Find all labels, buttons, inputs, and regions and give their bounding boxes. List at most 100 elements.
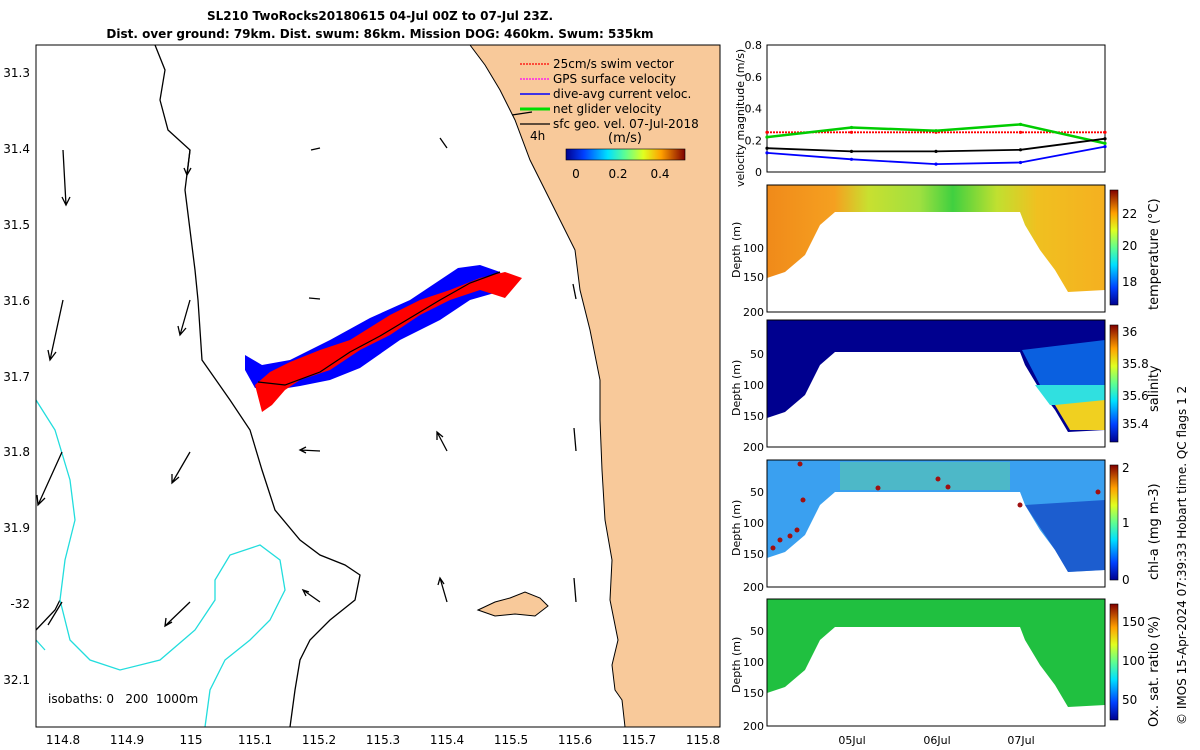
velocity-panel: velocity magnitude (m/s) 0 0.2 0.4 0.6 0.8 [734, 39, 1107, 187]
depth-tick: 100 [743, 242, 764, 255]
isobath-cyan-2 [35, 639, 46, 651]
isobaths-label: isobaths: 0 200 1000m [48, 692, 198, 706]
velocity-point [1103, 137, 1107, 141]
map-xtick: 115.8 [686, 733, 720, 747]
map-ytick: 31.4 [3, 142, 30, 156]
map-ytick: 31.8 [3, 445, 30, 459]
temperature-cbar-tick: 20 [1122, 239, 1137, 253]
map-x-ticks: 114.8 114.9 115 115.1 115.2 115.3 115.4 … [46, 733, 720, 747]
velocity-point [1018, 122, 1023, 126]
map-xtick: 115.5 [494, 733, 528, 747]
salinity-colorbar [1109, 324, 1119, 443]
velocity-point [1018, 130, 1023, 134]
depth-label: Depth (m) [730, 222, 743, 278]
depth-tick: 50 [750, 348, 764, 361]
isobath-1000m [35, 599, 61, 631]
velocity-point [849, 149, 854, 153]
map-panel: 25cm/s swim vector GPS surface velocity … [3, 44, 721, 747]
velocity-series [765, 122, 1107, 166]
legend-time-label: 4h [530, 129, 545, 143]
salinity-panel: Depth (m) 35.4 35.6 35.8 36 salinity 50 … [730, 319, 1162, 454]
velocity-point [934, 149, 938, 153]
section-panels: Depth (m) 18 20 22 temperature (°C) 100 … [730, 184, 1162, 747]
velocity-point [1103, 130, 1107, 134]
velocity-ytick: 0.4 [745, 103, 763, 116]
chla-label: chl-a (mg m-3) [1147, 483, 1162, 580]
velocity-ylabel: velocity magnitude (m/s) [734, 49, 747, 187]
depth-tick: 200 [743, 581, 764, 594]
temperature-cbar-tick: 22 [1122, 207, 1137, 221]
velocity-point [765, 135, 769, 139]
salinity-cbar-tick: 36 [1122, 325, 1137, 339]
depth-label: Depth (m) [730, 637, 743, 693]
map-xtick: 115.6 [558, 733, 592, 747]
depth-label: Depth (m) [730, 360, 743, 416]
velocity-y-ticks: 0 0.2 0.4 0.6 0.8 [745, 39, 763, 179]
velocity-point [1018, 148, 1023, 152]
velocity-ytick: 0 [755, 166, 762, 179]
velocity-point [849, 157, 854, 161]
map-ytick: 31.7 [3, 370, 30, 384]
depth-label: Depth (m) [730, 500, 743, 556]
velocity-ytick: 0.2 [745, 134, 763, 147]
chla-colorbar [1109, 464, 1119, 581]
map-colorbar [565, 148, 686, 161]
footer-credit: © IMOS 15-Apr-2024 07:39:33 Hobart time.… [1175, 386, 1189, 725]
map-xtick: 115.2 [302, 733, 336, 747]
legend-dive-avg-current: dive-avg current veloc. [553, 87, 691, 101]
land-mainland [469, 44, 721, 728]
depth-tick: 200 [743, 441, 764, 454]
velocity-point [765, 130, 769, 134]
depth-tick: 100 [743, 517, 764, 530]
velocity-point [934, 129, 938, 133]
map-ytick: 31.6 [3, 294, 30, 308]
colorbar-tick-0: 0 [572, 167, 580, 181]
sfc-geo-velocity-arrows [36, 111, 577, 628]
temperature-cbar-tick: 18 [1122, 275, 1137, 289]
map-xtick: 115.4 [430, 733, 464, 747]
legend-swim-vector: 25cm/s swim vector [553, 57, 674, 71]
glider-track [245, 265, 522, 412]
map-ytick: -32 [10, 597, 30, 611]
map-ytick: 31.3 [3, 66, 30, 80]
velocity-point [1103, 145, 1107, 149]
oxygen-label: Ox. sat. ratio (%) [1147, 616, 1162, 727]
oxygen-cbar-tick: 50 [1122, 693, 1137, 707]
depth-tick: 50 [750, 486, 764, 499]
chla-cbar-tick: 1 [1122, 516, 1130, 530]
depth-tick: 150 [743, 687, 764, 700]
legend-net-glider-velocity: net glider velocity [553, 102, 661, 116]
legend-sfc-geo-velocity: sfc geo. vel. 07-Jul-2018 [553, 117, 699, 131]
depth-tick: 150 [743, 548, 764, 561]
depth-tick: 200 [743, 306, 764, 319]
map-xtick: 115.1 [238, 733, 272, 747]
colorbar-tick-2: 0.4 [650, 167, 669, 181]
salinity-cbar-tick: 35.6 [1122, 389, 1149, 403]
date-label: 07Jul [1007, 734, 1034, 747]
oxygen-panel: Depth (m) 50 100 150 Ox. sat. ratio (%) … [730, 598, 1162, 733]
isobath-cyan-1 [35, 399, 286, 728]
velocity-ytick: 0.8 [745, 39, 763, 52]
velocity-point [765, 151, 769, 155]
track-black-line [257, 271, 501, 386]
map-xtick: 115.3 [366, 733, 400, 747]
temperature-label: temperature (°C) [1147, 198, 1162, 310]
temperature-colorbar [1109, 189, 1119, 306]
colorbar-unit: (m/s) [608, 131, 642, 146]
oxygen-cbar-tick: 100 [1122, 654, 1145, 668]
map-xtick: 115.7 [622, 733, 656, 747]
map-ytick: 31.5 [3, 218, 30, 232]
salinity-cbar-tick: 35.8 [1122, 357, 1149, 371]
salinity-section [767, 320, 1105, 432]
velocity-point [849, 130, 854, 134]
depth-tick: 100 [743, 379, 764, 392]
legend-gps-velocity: GPS surface velocity [553, 72, 676, 86]
depth-tick: 50 [750, 625, 764, 638]
depth-tick: 150 [743, 410, 764, 423]
temperature-panel: Depth (m) 18 20 22 temperature (°C) 100 … [730, 184, 1162, 319]
map-y-ticks: 31.3 31.4 31.5 31.6 31.7 31.8 31.9 -32 3… [3, 66, 30, 687]
salinity-label: salinity [1147, 365, 1162, 412]
velocity-point [1103, 141, 1107, 145]
chla-panel: Depth (m) 0 1 2 chl-a (mg m-3) 50 100 15… [730, 459, 1162, 594]
map-xtick: 114.9 [110, 733, 144, 747]
